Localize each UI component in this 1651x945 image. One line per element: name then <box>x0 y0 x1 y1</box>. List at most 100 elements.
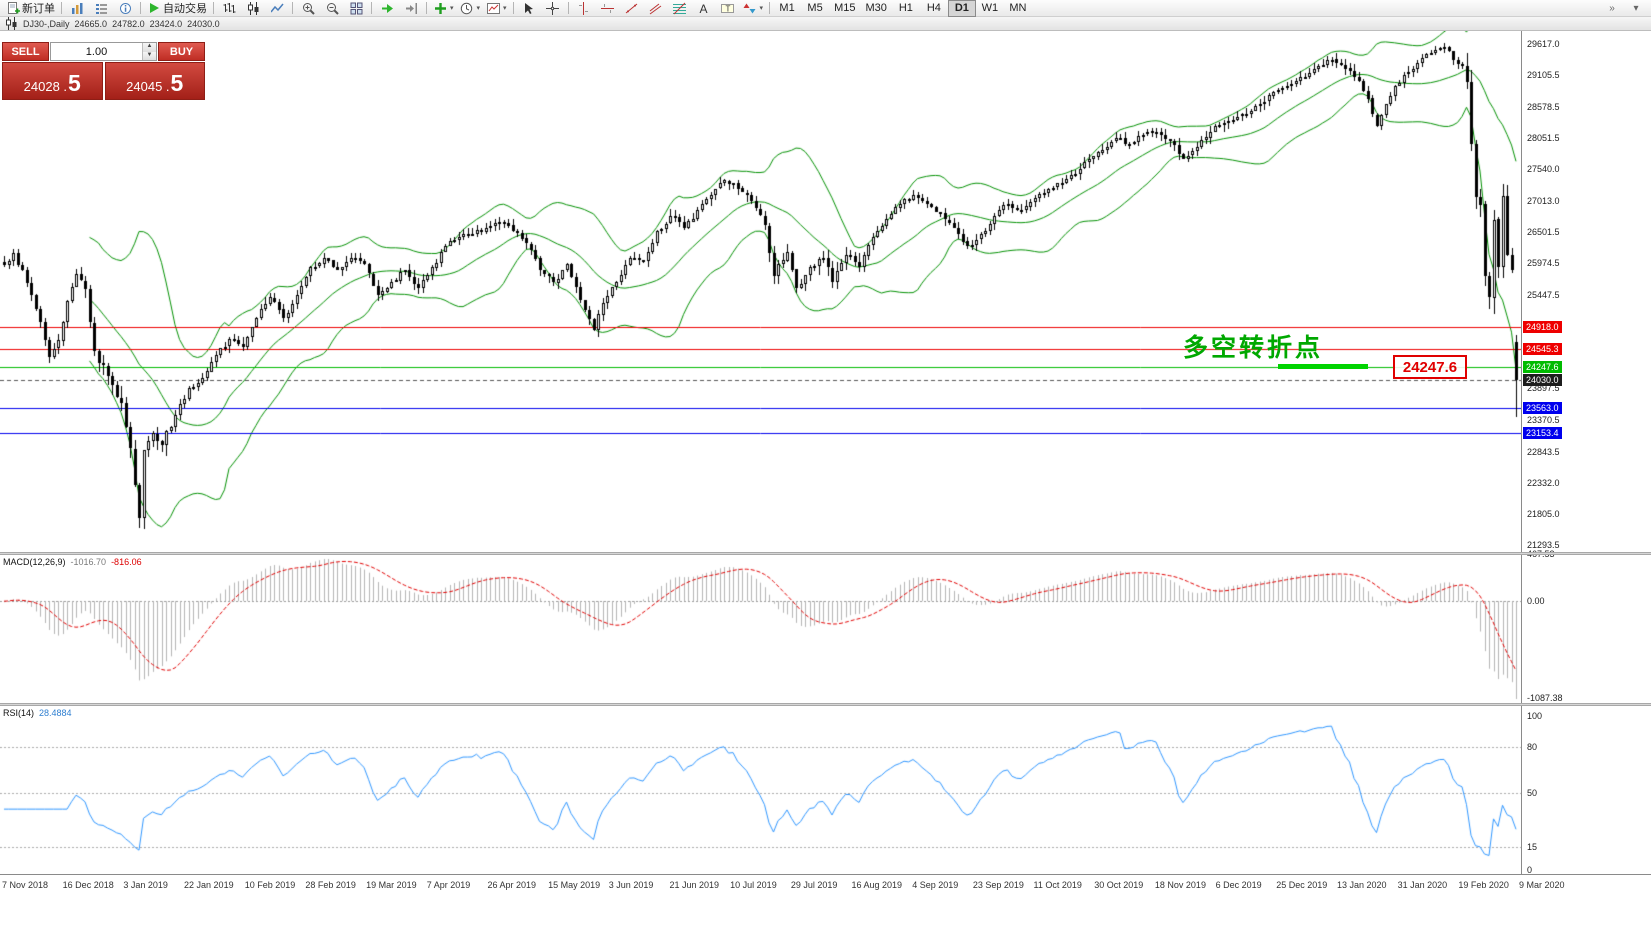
arrows-button[interactable]: ▾ <box>740 0 767 17</box>
macd-canvas[interactable] <box>0 555 1521 703</box>
time-axis-label: 6 Dec 2019 <box>1215 880 1262 890</box>
indicators-button[interactable]: ▾ <box>430 0 457 17</box>
timeframe-m1-button[interactable]: M1 <box>773 0 801 17</box>
periods-button[interactable]: ▾ <box>457 0 484 17</box>
channel-icon <box>649 2 663 15</box>
timeframe-m15-button[interactable]: M15 <box>829 0 860 17</box>
time-axis-label: 28 Feb 2019 <box>305 880 356 890</box>
rsi-canvas[interactable] <box>0 706 1521 874</box>
timeframe-m1-button-label: M1 <box>779 2 795 14</box>
fibonacci-button[interactable] <box>668 0 692 17</box>
chart-shift-button[interactable] <box>399 0 423 17</box>
cursor-button[interactable] <box>517 0 541 17</box>
vertical-line-button[interactable] <box>572 0 596 17</box>
time-axis-label: 29 Jul 2019 <box>790 880 838 890</box>
auto-scroll-button[interactable] <box>375 0 399 17</box>
toolbar-separator <box>371 2 372 14</box>
timeframe-h1-button[interactable]: H1 <box>892 0 920 17</box>
rsi-axis[interactable]: 100 80 50 15 0 <box>1521 706 1651 875</box>
turning-point-annotation[interactable]: 多空转折点 <box>1183 334 1324 362</box>
sell-price[interactable]: 24028 . 5 <box>2 62 103 100</box>
text-label-button[interactable]: T <box>716 0 740 17</box>
turning-point-highlight[interactable] <box>1278 364 1368 369</box>
macd-axis-label: 0.00 <box>1527 596 1545 607</box>
rsi-name: RSI(14) <box>3 708 35 718</box>
zoom-out-button[interactable] <box>320 0 344 17</box>
new-order-button[interactable]: 新订单 <box>3 0 58 17</box>
timeframe-h4-button[interactable]: H4 <box>920 0 948 17</box>
svg-text:T: T <box>726 4 731 13</box>
time-axis-label: 25 Dec 2019 <box>1276 880 1328 890</box>
macd-name: MACD(12,26,9) <box>3 557 66 567</box>
main-chart-panel[interactable]: SELL ▲ ▼ BUY 24028 . 5 24045 . 5 多空转折点 2… <box>0 31 1521 552</box>
panel-splitter[interactable] <box>0 703 1651 706</box>
channel-button[interactable] <box>644 0 668 17</box>
toolbar-customize-button[interactable]: ▾ <box>1624 0 1648 17</box>
doc-icon <box>6 1 20 15</box>
market-watch-button[interactable] <box>89 0 113 17</box>
sell-button[interactable]: SELL <box>2 42 49 61</box>
chevron-down-icon: ▾ <box>503 5 507 12</box>
macd-axis[interactable]: 467.530.00-1087.38 <box>1521 549 1651 703</box>
time-axis-label: 26 Apr 2019 <box>487 880 536 890</box>
zoomin-icon <box>301 2 315 15</box>
candlestick-chart-button[interactable] <box>241 0 265 17</box>
rsi-panel[interactable]: RSI(14) 28.4884 <box>0 706 1521 874</box>
trend-icon <box>625 2 639 15</box>
bar-chart-button[interactable] <box>217 0 241 17</box>
timeframe-w1-button-label: W1 <box>981 2 999 14</box>
volume-down-arrow[interactable]: ▼ <box>143 51 156 60</box>
auto-trading-button[interactable]: 自动交易 <box>144 0 210 17</box>
price-callout[interactable]: 24247.6 <box>1393 355 1467 379</box>
timeframe-w1-button[interactable]: W1 <box>976 0 1004 17</box>
buy-button[interactable]: BUY <box>158 42 205 61</box>
timeframe-d1-button[interactable]: D1 <box>947 0 976 17</box>
time-axis-label: 10 Jul 2019 <box>730 880 777 890</box>
data-window-button[interactable] <box>113 0 137 17</box>
tile-windows-button[interactable] <box>344 0 368 17</box>
timeframe-m5-button[interactable]: M5 <box>801 0 829 17</box>
price-axis-label: 23897.5 <box>1527 383 1560 394</box>
trendline-button[interactable] <box>620 0 644 17</box>
time-axis[interactable]: 7 Nov 2018 16 Dec 2018 3 Jan 2019 22 Jan 20… <box>0 874 1651 945</box>
linechart-icon <box>270 2 284 15</box>
timeframe-m5-button-label: M5 <box>807 2 823 14</box>
timeframe-h1-button-label: H1 <box>898 2 913 14</box>
line-chart-button[interactable] <box>265 0 289 17</box>
price-axis-label: 21293.5 <box>1527 540 1560 551</box>
price-axis-label: 22843.5 <box>1527 446 1560 457</box>
price-axis-label: 25447.5 <box>1527 290 1560 300</box>
candle-icon <box>246 1 260 15</box>
main-chart-canvas[interactable] <box>0 31 1521 552</box>
panel-splitter[interactable] <box>0 552 1651 555</box>
crosshair-button[interactable] <box>541 0 565 17</box>
timeframe-mn-button[interactable]: MN <box>1004 0 1032 17</box>
horizontal-line-button[interactable] <box>596 0 620 17</box>
toolbar-options-button[interactable]: » <box>1600 0 1624 17</box>
text-button[interactable]: A <box>692 0 716 17</box>
price-tag: 24545.3 <box>1523 343 1562 356</box>
timeframe-m30-button[interactable]: M30 <box>860 0 891 17</box>
buy-price[interactable]: 24045 . 5 <box>104 62 205 100</box>
price-tag: 24918.0 <box>1523 320 1562 333</box>
price-axis-label: 21805.0 <box>1527 509 1560 520</box>
volume-input[interactable] <box>51 43 142 60</box>
templates-button[interactable]: ▾ <box>483 0 510 17</box>
one-click-trading-panel: SELL ▲ ▼ BUY 24028 . 5 24045 . 5 <box>2 42 205 100</box>
chart-title-open: 24665.0 <box>74 18 108 29</box>
vline-icon <box>577 1 591 15</box>
price-axis[interactable]: 29617.0 29105.5 28578.5 28051.5 27540.0 27013… <box>1521 31 1651 552</box>
toolbar-separator <box>61 2 62 14</box>
volume-up-arrow[interactable]: ▲ <box>143 43 156 52</box>
chart-title-low: 23424.0 <box>149 18 183 29</box>
rsi-value: 28.4884 <box>39 708 72 718</box>
macd-panel[interactable]: MACD(12,26,9) -1016.70 -816.06 <box>0 555 1521 703</box>
chevron-down-icon: ▾ <box>759 5 764 12</box>
volume-stepper: ▲ ▼ <box>50 42 157 61</box>
zoom-in-button[interactable] <box>296 0 320 17</box>
rsi-axis-label: 100 <box>1527 711 1543 721</box>
rsi-axis-label: 80 <box>1527 741 1538 752</box>
charts-toolbar-button[interactable] <box>65 0 89 17</box>
play-icon <box>147 2 161 15</box>
zoomout-icon <box>325 2 339 15</box>
